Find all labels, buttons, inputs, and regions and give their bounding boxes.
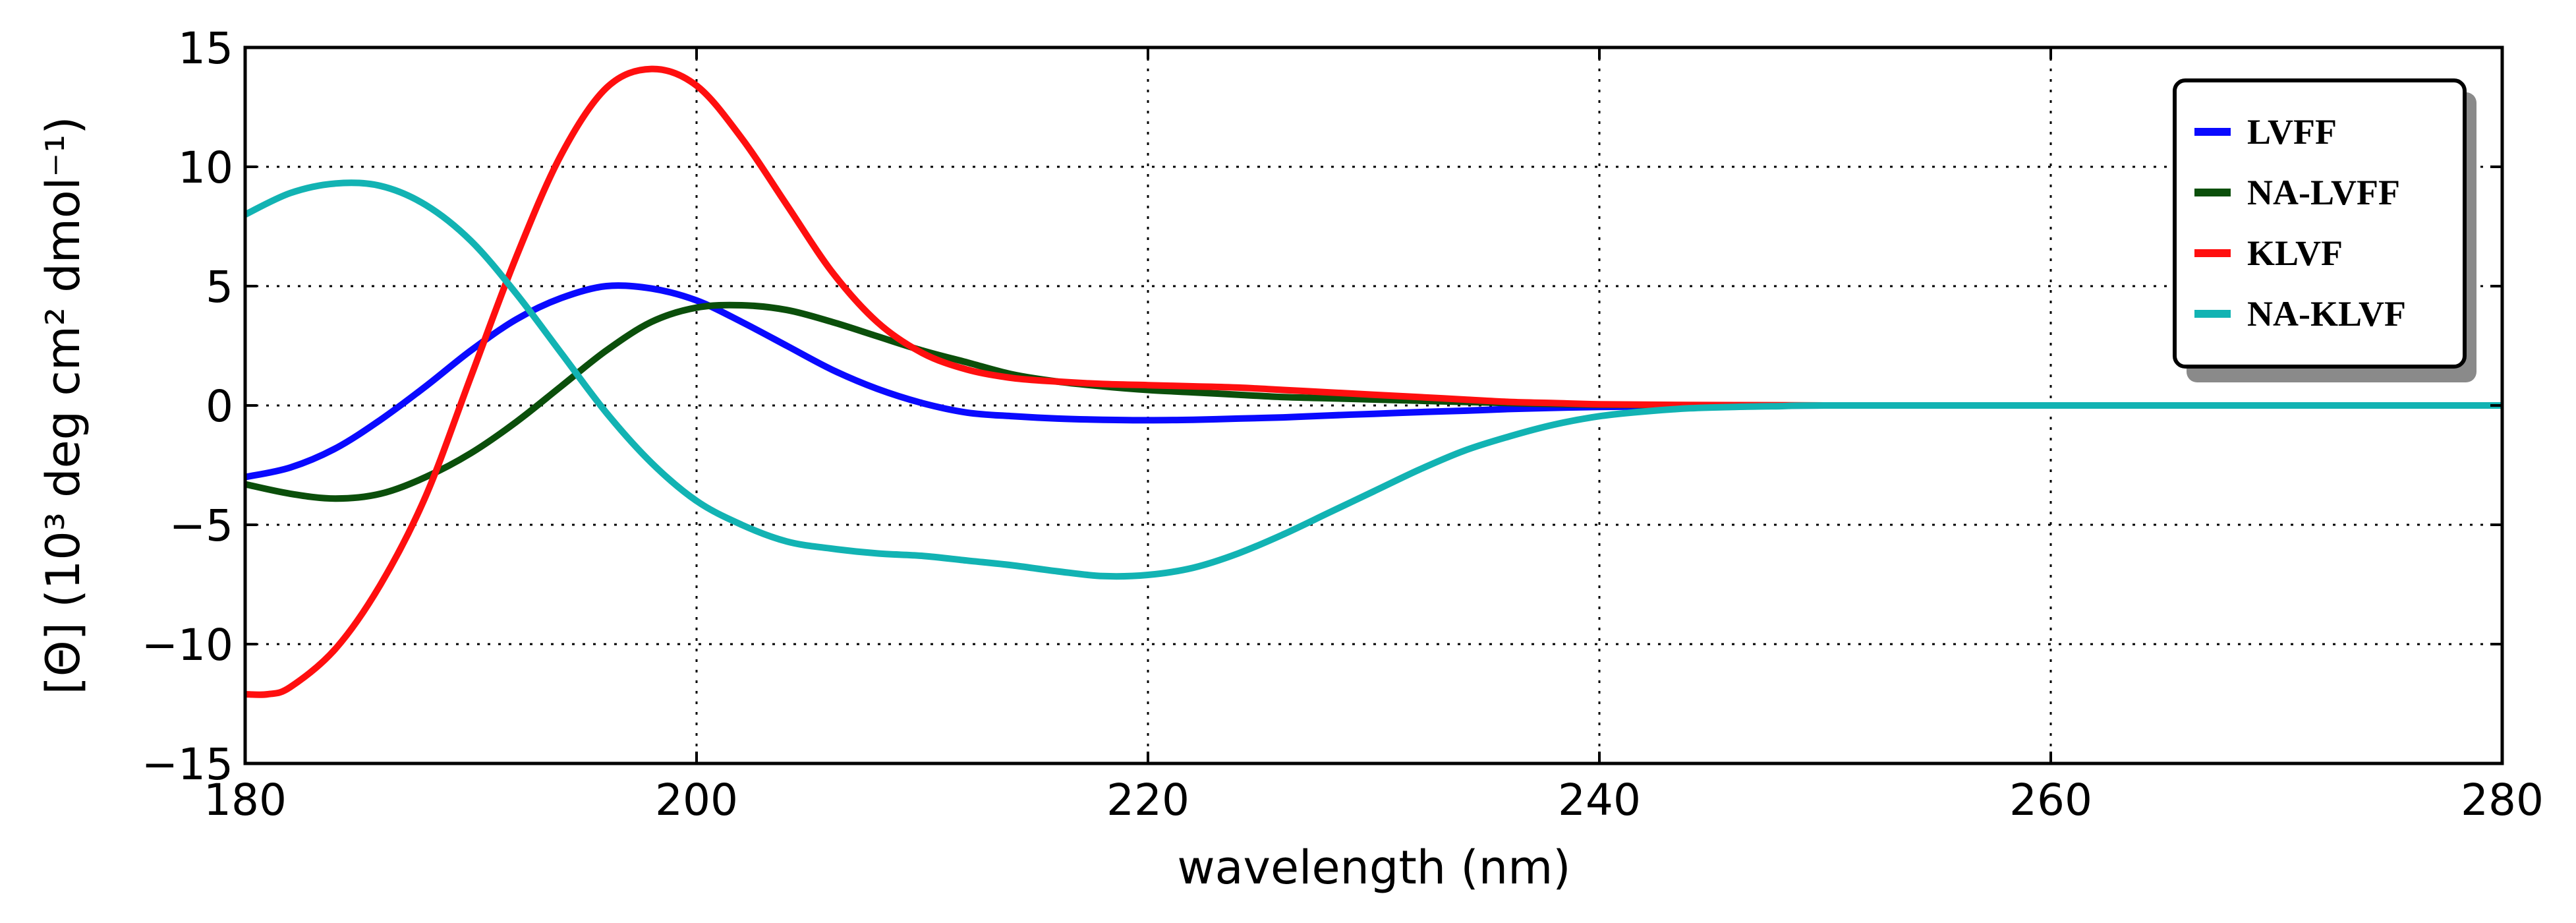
y-tick-label: −5 — [169, 500, 233, 551]
legend: LVFF NA-LVFF KLVF NA-KLVF — [2173, 78, 2476, 382]
x-tick-label: 220 — [1106, 775, 1189, 825]
y-tick-label: −10 — [142, 620, 233, 670]
series-line-na-klvf — [245, 179, 2502, 580]
y-axis-label: [Θ] (10³ deg cm² dmol⁻¹) — [36, 116, 90, 694]
series-line-na-lvff — [245, 301, 2502, 502]
axis-ticks: 180 200 220 240 260 280 −15 −10 −5 0 5 10 15 — [142, 23, 2544, 825]
y-tick-label: 0 — [206, 381, 233, 432]
y-tick-label: 5 — [206, 262, 233, 313]
x-axis-label: wavelength (nm) — [1177, 841, 1570, 895]
legend-box — [2173, 78, 2467, 369]
legend-label-na-klvf: NA-KLVF — [2247, 294, 2406, 334]
legend-label-klvf: KLVF — [2247, 233, 2343, 273]
x-tick-label: 240 — [1558, 775, 1641, 825]
x-tick-label: 280 — [2461, 775, 2544, 825]
grid-lines — [245, 47, 2502, 763]
x-tick-label: 180 — [204, 775, 287, 825]
series-lines — [245, 65, 2502, 698]
x-tick-label: 200 — [655, 775, 738, 825]
legend-label-na-lvff: NA-LVFF — [2247, 173, 2400, 212]
y-tick-label: 10 — [178, 142, 233, 193]
legend-label-lvff: LVFF — [2247, 112, 2337, 152]
y-tick-label: 15 — [178, 23, 233, 74]
x-tick-label: 260 — [2009, 775, 2092, 825]
y-tick-label: −15 — [142, 739, 233, 790]
